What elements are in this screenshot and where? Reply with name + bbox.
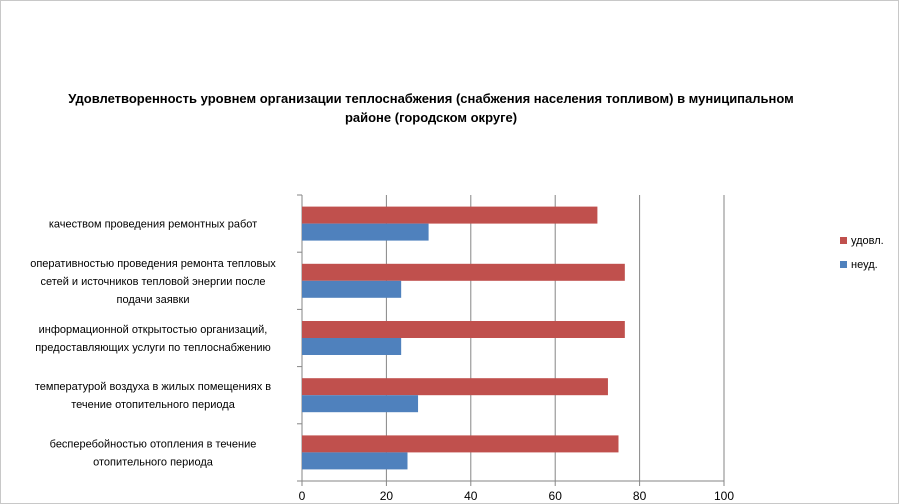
category-label-1: оперативностью проведения ремонта теплов…: [30, 258, 276, 306]
bar-udovl-3: [302, 378, 608, 396]
category-label-3: температурой воздуха в жилых помещениях …: [35, 381, 271, 411]
legend-label-neud: неуд.: [851, 259, 878, 271]
x-tick-label-3: 60: [549, 489, 563, 503]
bar-udovl-4: [302, 435, 619, 453]
bar-udovl-0: [302, 206, 598, 224]
bar-neud-0: [302, 223, 429, 241]
x-tick-label-0: 0: [299, 489, 306, 503]
chart-title: Удовлетворенность уровнем организации те…: [68, 91, 794, 125]
bar-neud-3: [302, 395, 419, 413]
x-tick-label-5: 100: [714, 489, 734, 503]
bar-udovl-1: [302, 263, 625, 281]
x-tick-label-4: 80: [633, 489, 647, 503]
legend-swatch-neud: [840, 261, 847, 268]
category-label-0: качеством проведения ремонтных работ: [49, 219, 257, 231]
legend-swatch-udovl: [840, 237, 847, 244]
bar-neud-4: [302, 452, 408, 470]
category-label-4: бесперебойностью отопления в течение отоп…: [50, 438, 257, 468]
bar-udovl-2: [302, 321, 625, 338]
legend-label-udovl: удовл.: [851, 235, 884, 247]
x-tick-label-1: 20: [380, 489, 394, 503]
bar-neud-2: [302, 338, 402, 355]
bar-neud-1: [302, 280, 402, 298]
category-label-2: информационной открытостью организаций, п…: [35, 324, 271, 354]
x-tick-label-2: 40: [464, 489, 478, 503]
